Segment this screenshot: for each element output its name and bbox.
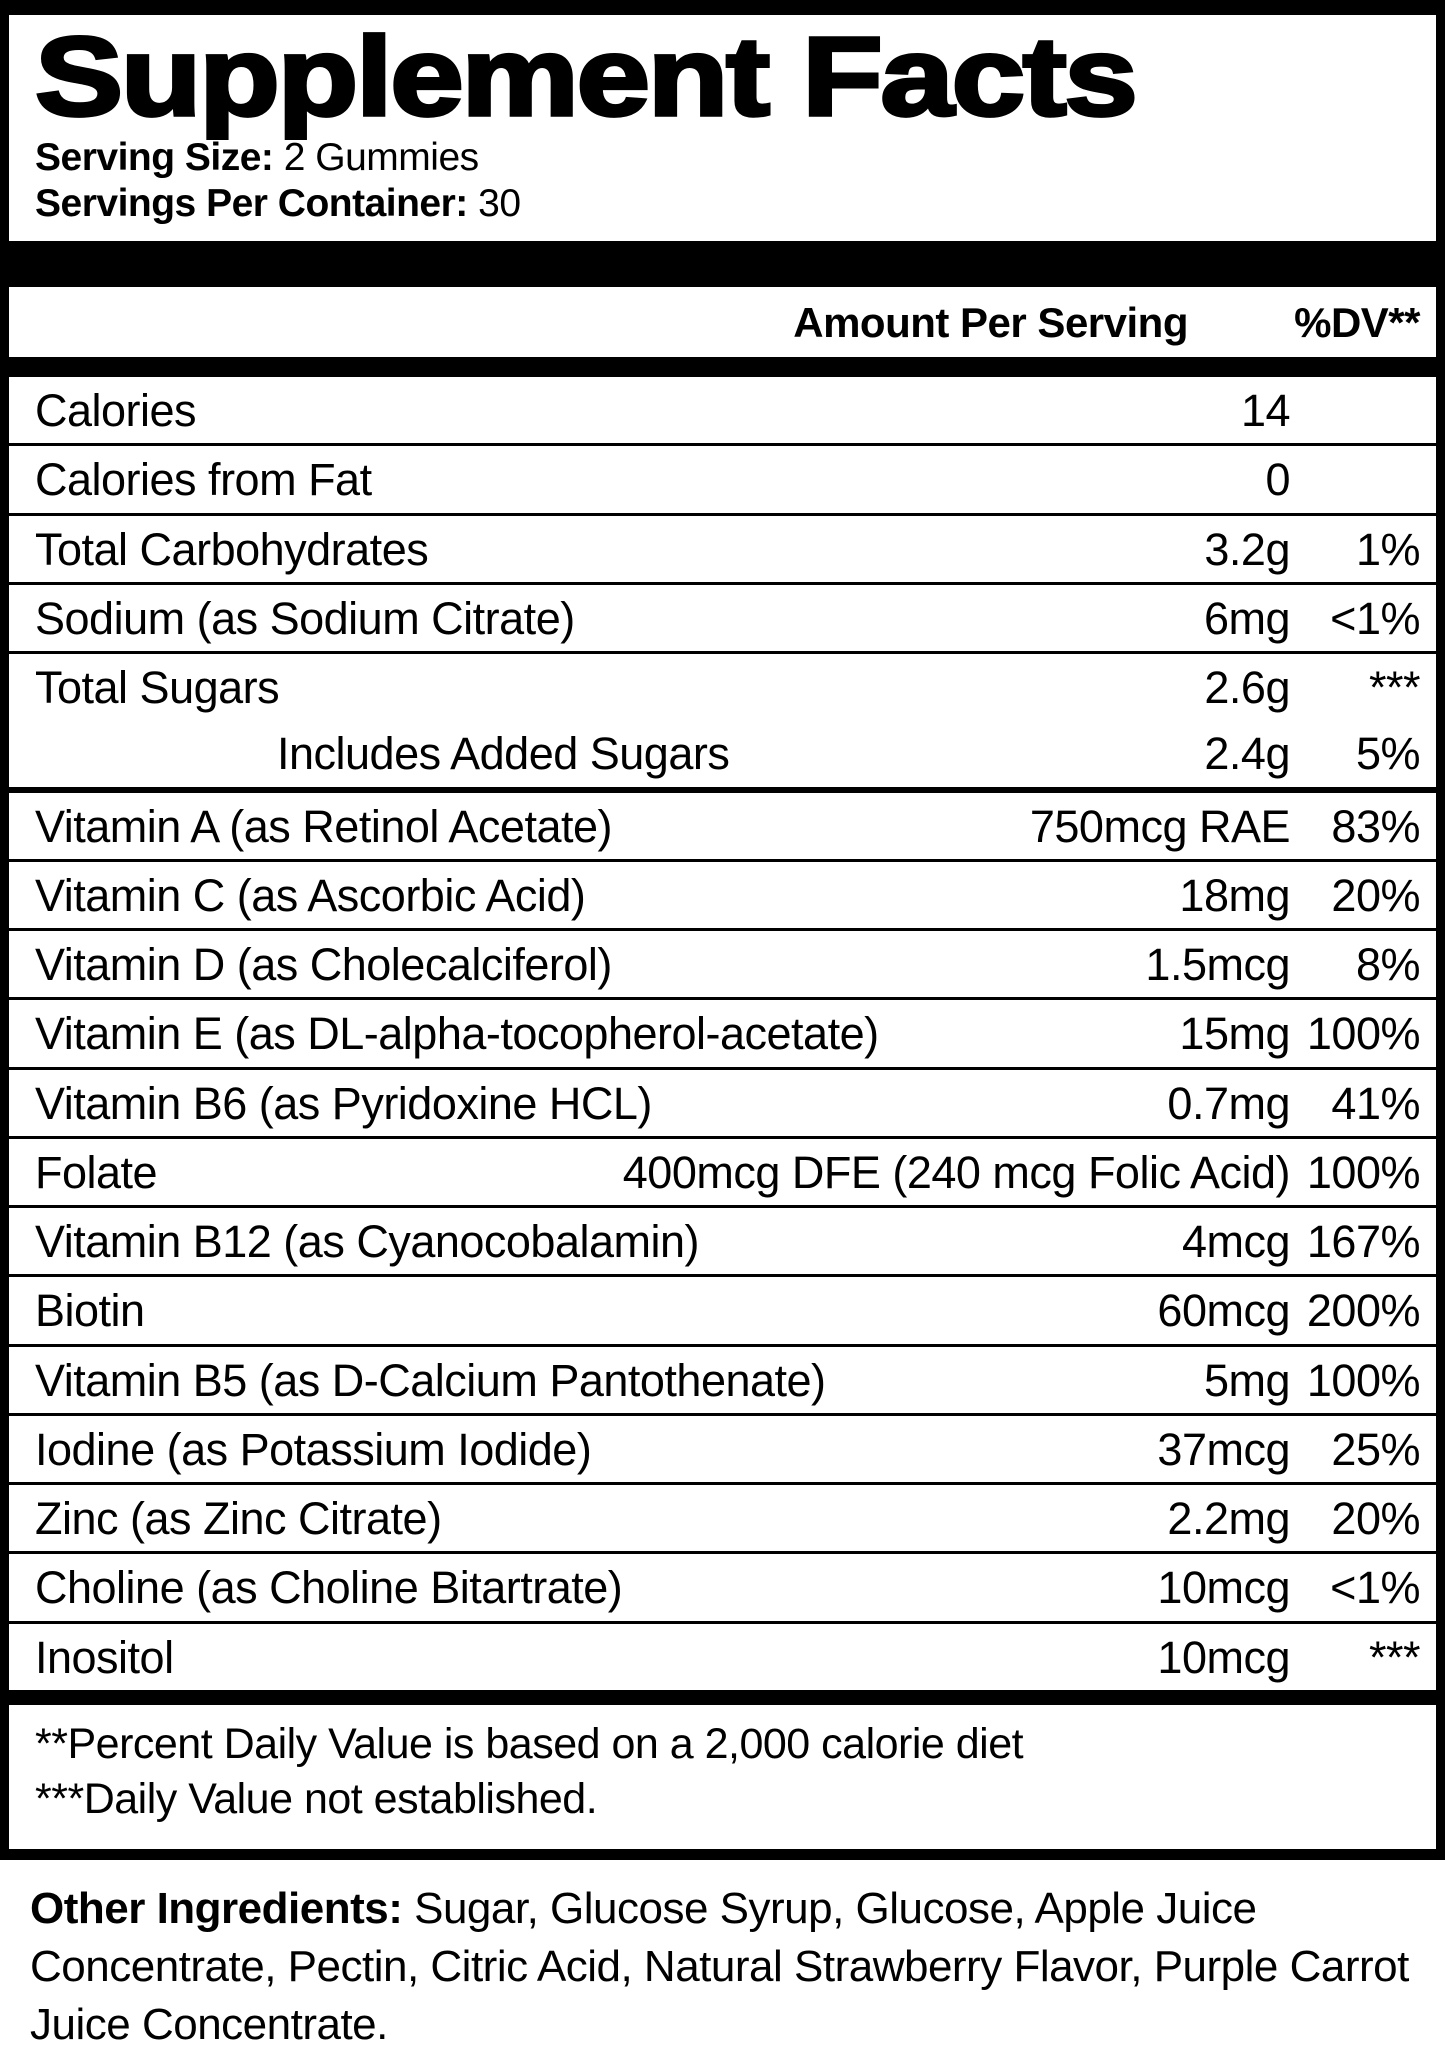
footnotes: **Percent Daily Value is based on a 2,00… xyxy=(9,1705,1436,1849)
serving-info: Serving Size: 2 Gummies Servings Per Con… xyxy=(35,135,1436,227)
nutrient-dv: <1% xyxy=(1330,592,1420,644)
nutrient-dv: *** xyxy=(1368,662,1421,714)
table-row: Total Sugars 2.6g *** xyxy=(9,651,1436,720)
nutrient-amount: 0 xyxy=(1265,454,1290,506)
nutrient-dv: *** xyxy=(1368,1631,1421,1683)
nutrient-name: Choline (as Choline Bitartrate) xyxy=(35,1562,623,1614)
facts-table-body: Calories 14 Calories from Fat 0 Total Ca… xyxy=(9,377,1436,1690)
nutrient-dv: 167% xyxy=(1306,1216,1421,1268)
nutrient-amount: 750mcg RAE xyxy=(1029,800,1291,852)
nutrient-dv: 41% xyxy=(1331,1077,1420,1129)
nutrient-name: Biotin xyxy=(35,1285,145,1337)
nutrient-name: Sodium (as Sodium Citrate) xyxy=(35,592,575,644)
table-row: Inositol 10mcg *** xyxy=(9,1620,1436,1690)
nutrient-name: Calories from Fat xyxy=(35,454,372,506)
table-row: Folate 400mcg DFE (240 mcg Folic Acid) 1… xyxy=(9,1135,1436,1205)
nutrient-name: Vitamin C (as Ascorbic Acid) xyxy=(35,869,586,921)
table-row: Vitamin B5 (as D-Calcium Pantothenate) 5… xyxy=(9,1343,1436,1413)
nutrient-amount: 60mcg xyxy=(1157,1285,1290,1337)
nutrient-amount: 3.2g xyxy=(1204,523,1290,575)
divider-bar-thin xyxy=(9,1689,1436,1705)
table-row: Choline (as Choline Bitartrate) 10mcg <1… xyxy=(9,1551,1436,1620)
other-ingredients: Other Ingredients: Sugar, Glucose Syrup,… xyxy=(30,1880,1415,2054)
table-row: Iodine (as Potassium Iodide) 37mcg 25% xyxy=(9,1412,1436,1482)
nutrient-amount: 37mcg xyxy=(1157,1423,1290,1475)
nutrient-dv: 20% xyxy=(1331,1493,1420,1545)
nutrient-name: Vitamin B12 (as Cyanocobalamin) xyxy=(35,1216,700,1268)
nutrient-dv: 200% xyxy=(1306,1285,1421,1337)
nutrient-name: Calories xyxy=(35,385,197,437)
nutrient-name: Iodine (as Potassium Iodide) xyxy=(35,1423,592,1475)
nutrient-amount: 15mg xyxy=(1179,1008,1290,1060)
supplement-facts-title: Supplement Facts xyxy=(33,14,1140,139)
nutrient-name: Includes Added Sugars xyxy=(277,728,730,780)
divider-bar-thick xyxy=(9,241,1436,288)
nutrient-name: Vitamin B6 (as Pyridoxine HCL) xyxy=(35,1077,652,1129)
nutrient-dv: 1% xyxy=(1355,523,1421,575)
nutrient-name: Vitamin D (as Cholecalciferol) xyxy=(35,939,612,991)
nutrient-amount: 6mg xyxy=(1203,592,1291,644)
nutrient-name: Zinc (as Zinc Citrate) xyxy=(35,1493,442,1545)
nutrient-amount: 18mg xyxy=(1179,869,1290,921)
table-row: Total Carbohydrates 3.2g 1% xyxy=(9,512,1436,582)
nutrient-dv: 20% xyxy=(1331,869,1420,921)
table-row: Vitamin A (as Retinol Acetate) 750mcg RA… xyxy=(9,786,1436,859)
supplement-facts-panel: Supplement Facts Serving Size: 2 Gummies… xyxy=(0,0,1445,1860)
table-row: Vitamin B12 (as Cyanocobalamin) 4mcg 167… xyxy=(9,1205,1436,1274)
nutrient-name: Total Carbohydrates xyxy=(35,523,429,575)
nutrient-amount: 2.6g xyxy=(1204,662,1290,714)
nutrient-amount: 10mcg xyxy=(1157,1562,1290,1614)
nutrient-amount: 14 xyxy=(1240,385,1291,437)
table-row: Vitamin C (as Ascorbic Acid) 18mg 20% xyxy=(9,858,1436,928)
nutrient-amount: 5mg xyxy=(1203,1354,1291,1406)
table-row: Includes Added Sugars 2.4g 5% xyxy=(9,720,1436,786)
nutrient-amount: 0.7mg xyxy=(1167,1077,1290,1129)
divider-bar-medium xyxy=(9,357,1436,378)
table-row: Zinc (as Zinc Citrate) 2.2mg 20% xyxy=(9,1482,1436,1551)
nutrient-name: Vitamin A (as Retinol Acetate) xyxy=(35,800,613,852)
table-row: Calories from Fat 0 xyxy=(9,443,1436,512)
amount-per-serving-header: Amount Per Serving xyxy=(793,299,1188,347)
nutrient-dv: 25% xyxy=(1331,1423,1420,1475)
table-row: Vitamin D (as Cholecalciferol) 1.5mcg 8% xyxy=(9,928,1436,997)
nutrient-amount: 2.4g xyxy=(1204,728,1290,780)
servings-per-container-value: 30 xyxy=(467,182,521,226)
table-row: Vitamin B6 (as Pyridoxine HCL) 0.7mg 41% xyxy=(9,1066,1436,1136)
nutrient-dv: 100% xyxy=(1306,1008,1421,1060)
nutrient-name: Vitamin E (as DL-alpha-tocopherol-acetat… xyxy=(35,1008,879,1060)
nutrient-name: Folate xyxy=(35,1146,158,1198)
nutrient-name: Vitamin B5 (as D-Calcium Pantothenate) xyxy=(35,1354,826,1406)
nutrient-dv: <1% xyxy=(1330,1562,1420,1614)
serving-size-label: Serving Size: xyxy=(35,136,274,179)
table-row: Biotin 60mcg 200% xyxy=(9,1274,1436,1343)
serving-size-line: Serving Size: 2 Gummies xyxy=(35,135,1436,181)
nutrient-dv: 100% xyxy=(1306,1354,1421,1406)
servings-per-container-label: Servings Per Container: xyxy=(35,182,468,226)
servings-per-container-line: Servings Per Container: 30 xyxy=(35,181,1436,227)
other-ingredients-text: Sugar, Glucose Syrup, Glucose, Apple Jui… xyxy=(30,1883,1409,2049)
footnote-percent-dv: **Percent Daily Value is based on a 2,00… xyxy=(35,1719,1024,1768)
table-row: Sodium (as Sodium Citrate) 6mg <1% xyxy=(9,581,1436,651)
nutrient-dv: 8% xyxy=(1355,939,1421,991)
nutrient-dv: 83% xyxy=(1331,800,1420,852)
nutrient-amount: 4mcg xyxy=(1181,1216,1291,1268)
nutrient-amount: 2.2mg xyxy=(1167,1493,1290,1545)
serving-size-value: 2 Gummies xyxy=(273,136,479,179)
table-row: Calories 14 xyxy=(9,377,1436,443)
other-ingredients-label: Other Ingredients: xyxy=(30,1883,403,1933)
nutrient-name: Total Sugars xyxy=(35,662,280,714)
nutrient-amount: 10mcg xyxy=(1157,1631,1290,1683)
footnote-dv-not-established: ***Daily Value not established. xyxy=(35,1774,598,1823)
nutrient-amount: 1.5mcg xyxy=(1145,939,1290,991)
nutrient-dv: 100% xyxy=(1306,1146,1421,1198)
nutrient-amount: 400mcg DFE (240 mcg Folic Acid) xyxy=(622,1146,1291,1198)
table-header-row: Amount Per Serving %DV** xyxy=(9,287,1436,357)
table-row: Vitamin E (as DL-alpha-tocopherol-acetat… xyxy=(9,997,1436,1066)
nutrient-name: Inositol xyxy=(35,1631,174,1683)
nutrient-dv: 5% xyxy=(1355,728,1421,780)
percent-dv-header: %DV** xyxy=(1294,299,1420,347)
